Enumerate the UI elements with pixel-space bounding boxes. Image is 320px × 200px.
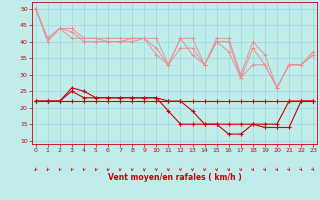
X-axis label: Vent moyen/en rafales ( km/h ): Vent moyen/en rafales ( km/h )	[108, 173, 241, 182]
